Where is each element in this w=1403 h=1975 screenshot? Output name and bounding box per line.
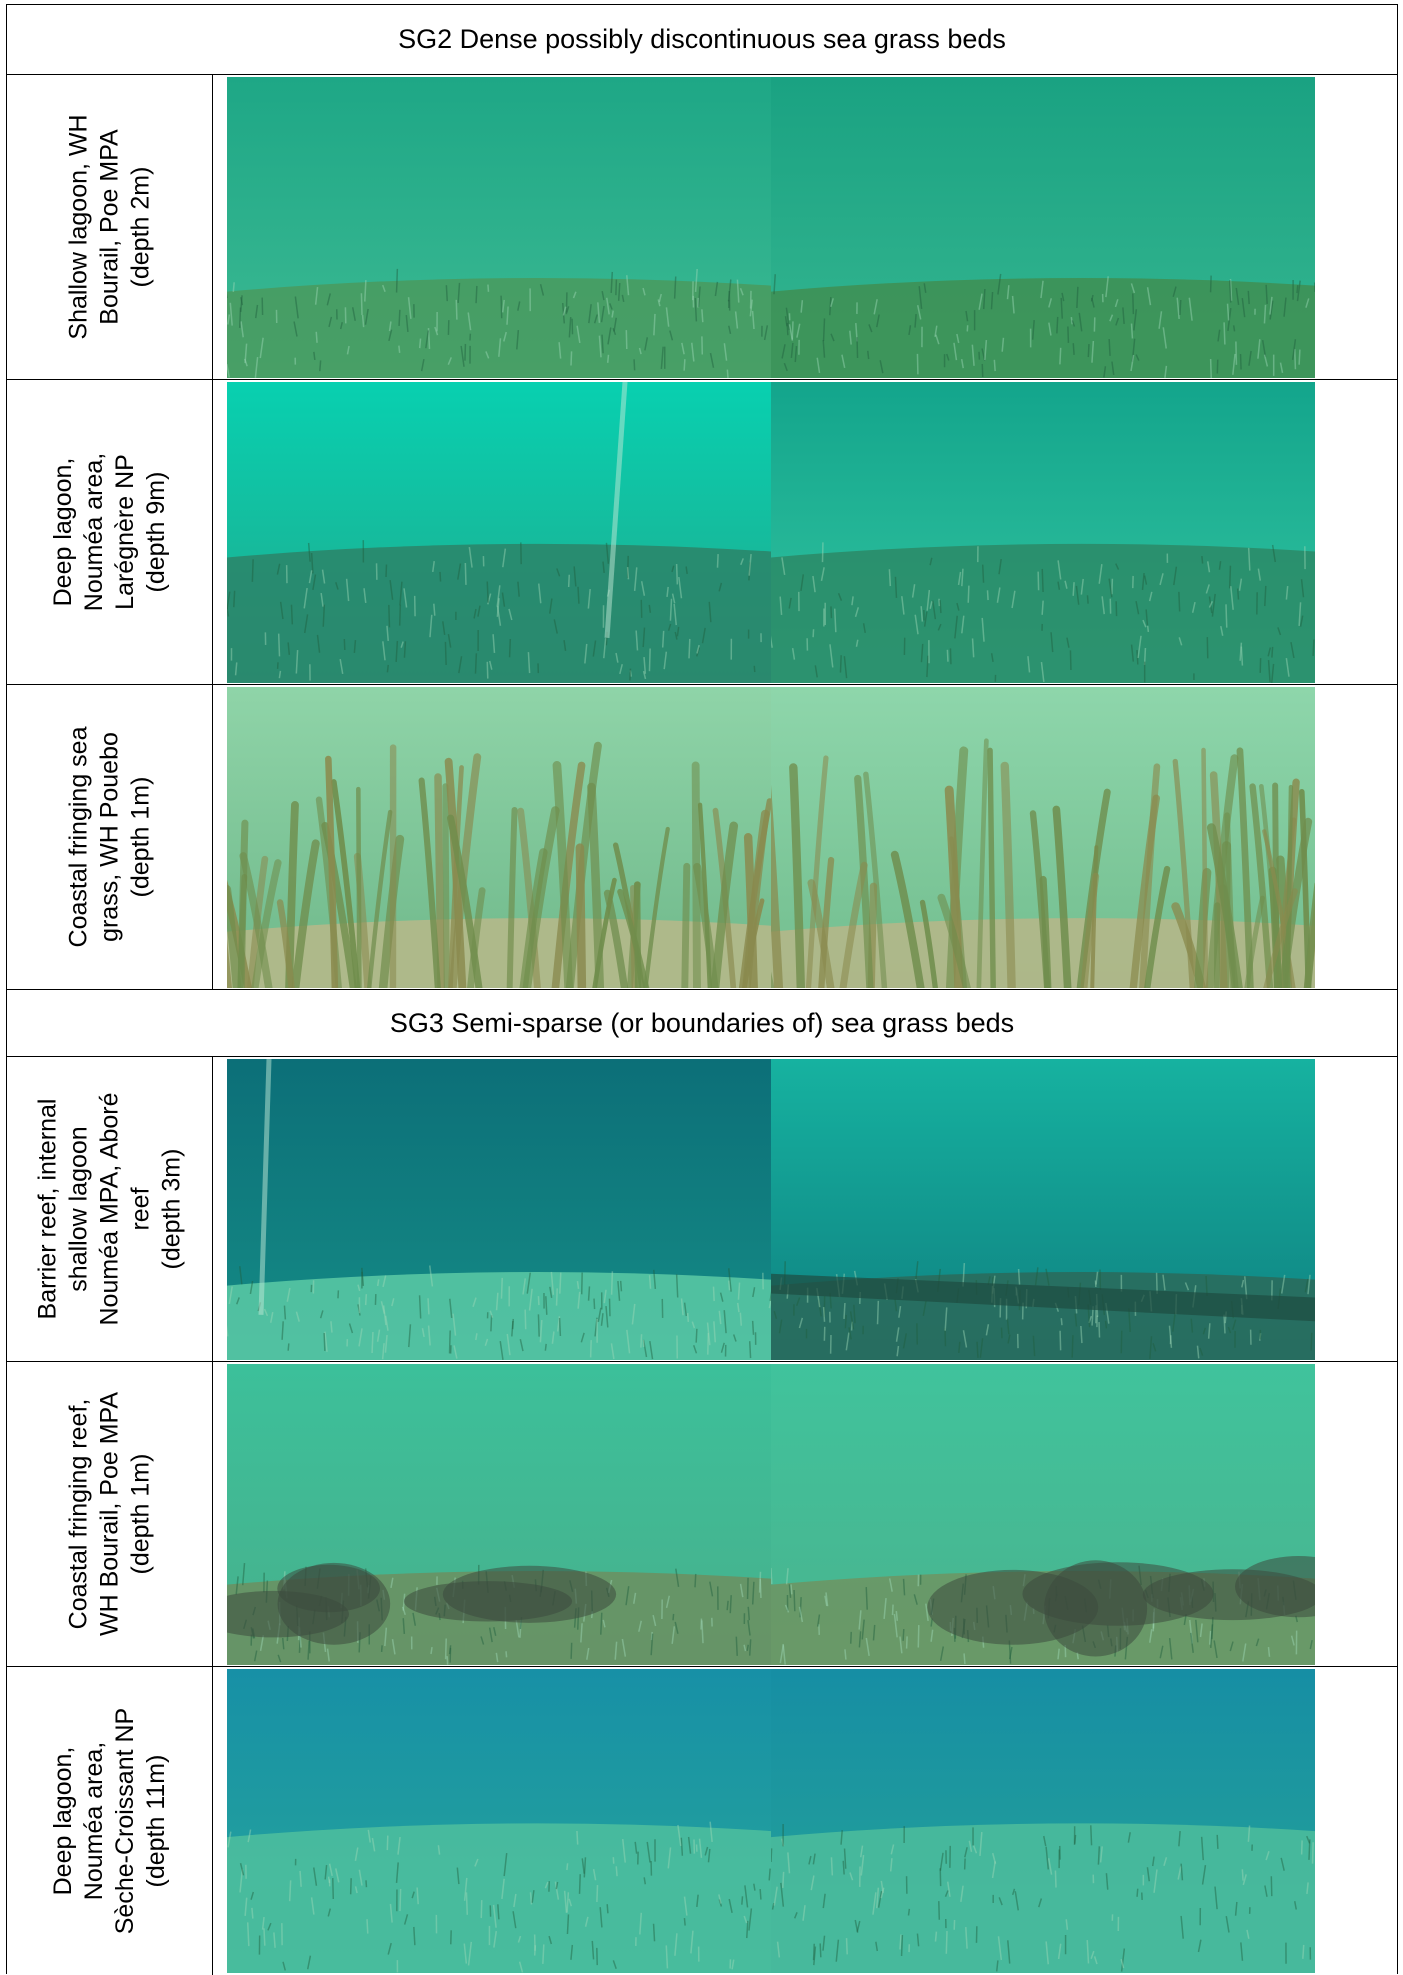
photo-pair: [227, 77, 1315, 378]
table-row: Deep lagoon, Nouméa area, Larégnère NP (…: [7, 380, 1397, 685]
photo-scene: [227, 382, 771, 683]
photo-pair: [227, 1059, 1315, 1360]
underwater-photo: [227, 1059, 771, 1360]
photo-scene: [227, 77, 771, 378]
site-label-cell: Deep lagoon, Nouméa area, Sèche-Croissan…: [7, 1667, 213, 1975]
table-row: Shallow lagoon, WH Bourail, Poe MPA (dep…: [7, 75, 1397, 380]
underwater-photo: [771, 1669, 1315, 1973]
section-title: SG2 Dense possibly discontinuous sea gra…: [398, 24, 1006, 55]
photo-scene: [771, 77, 1315, 378]
table-row: Deep lagoon, Nouméa area, Sèche-Croissan…: [7, 1667, 1397, 1975]
site-label: Deep lagoon, Nouméa area, Sèche-Croissan…: [48, 1708, 172, 1934]
underwater-photo: [227, 1364, 771, 1665]
site-label-cell: Deep lagoon, Nouméa area, Larégnère NP (…: [7, 380, 213, 684]
underwater-photo: [771, 382, 1315, 683]
site-label: Deep lagoon, Nouméa area, Larégnère NP (…: [48, 453, 172, 611]
photo-pair: [227, 687, 1315, 988]
table-row: Coastal fringing sea grass, WH Pouebo (d…: [7, 685, 1397, 990]
photo-scene: [227, 1669, 771, 1973]
photo-pair: [227, 1364, 1315, 1665]
photo-scene: [771, 1669, 1315, 1973]
section-header-sg3: SG3 Semi-sparse (or boundaries of) sea g…: [7, 990, 1397, 1057]
photo-scene: [771, 382, 1315, 683]
site-label-cell: Coastal fringing sea grass, WH Pouebo (d…: [7, 685, 213, 989]
photo-scene: [227, 1364, 771, 1665]
underwater-photo: [771, 1364, 1315, 1665]
habitat-photo-table: SG2 Dense possibly discontinuous sea gra…: [6, 4, 1398, 1974]
photo-pair: [227, 382, 1315, 683]
underwater-photo: [227, 687, 771, 988]
underwater-photo: [227, 382, 771, 683]
site-label-cell: Barrier reef, internal shallow lagoon No…: [7, 1057, 213, 1361]
site-label-cell: Shallow lagoon, WH Bourail, Poe MPA (dep…: [7, 75, 213, 379]
site-label: Coastal fringing reef, WH Bourail, Poe M…: [63, 1392, 156, 1636]
underwater-photo: [227, 1669, 771, 1973]
site-label: Coastal fringing sea grass, WH Pouebo (d…: [63, 727, 156, 948]
site-label: Shallow lagoon, WH Bourail, Poe MPA (dep…: [63, 114, 156, 339]
underwater-photo: [771, 77, 1315, 378]
photo-scene: [227, 687, 771, 988]
photo-scene: [227, 1059, 771, 1360]
section-title: SG3 Semi-sparse (or boundaries of) sea g…: [390, 1008, 1014, 1039]
underwater-photo: [227, 77, 771, 378]
underwater-photo: [771, 687, 1315, 988]
section-header-sg2: SG2 Dense possibly discontinuous sea gra…: [7, 5, 1397, 75]
photo-pair: [227, 1669, 1315, 1973]
table-row: Coastal fringing reef, WH Bourail, Poe M…: [7, 1362, 1397, 1667]
site-label: Barrier reef, internal shallow lagoon No…: [32, 1093, 187, 1326]
table-row: Barrier reef, internal shallow lagoon No…: [7, 1057, 1397, 1362]
photo-scene: [771, 1059, 1315, 1360]
photo-scene: [771, 687, 1315, 988]
site-label-cell: Coastal fringing reef, WH Bourail, Poe M…: [7, 1362, 213, 1666]
photo-scene: [771, 1364, 1315, 1665]
underwater-photo: [771, 1059, 1315, 1360]
